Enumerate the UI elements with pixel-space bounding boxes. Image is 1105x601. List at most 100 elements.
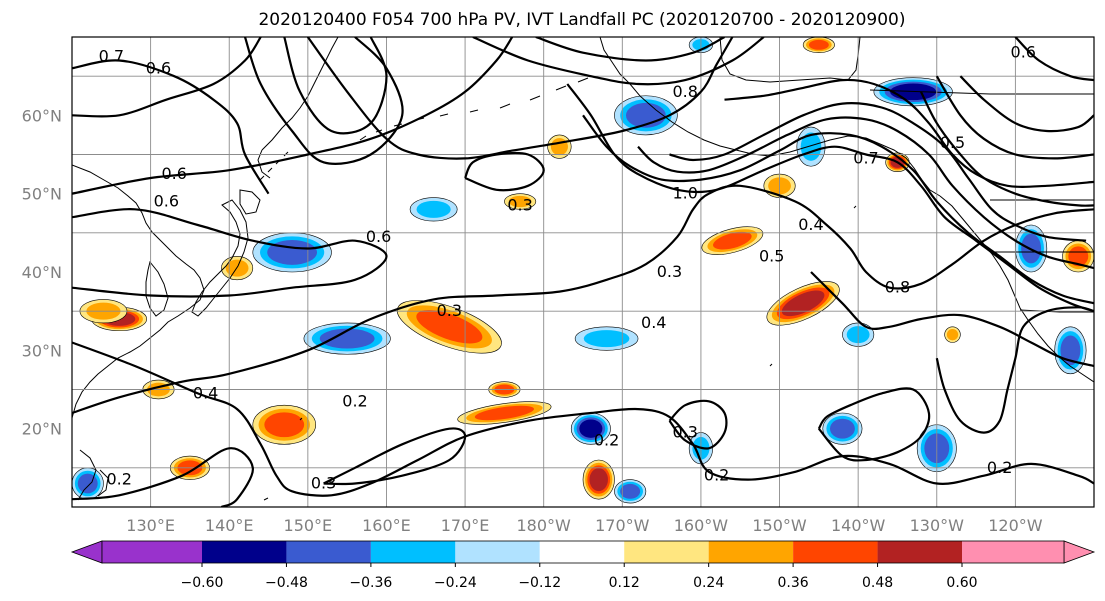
pv-shading-level bbox=[1068, 246, 1089, 267]
colorbar-tick-label: 0.48 bbox=[862, 575, 893, 591]
longitude-tick-label: 160°W bbox=[674, 516, 729, 535]
pv-contour-line bbox=[566, 83, 1094, 313]
colorbar-max-extend bbox=[1063, 540, 1096, 564]
pv-contour-line bbox=[323, 427, 467, 486]
positive-pv-anomaly bbox=[504, 193, 537, 210]
pv-shading-level bbox=[1060, 335, 1081, 366]
positive-pv-anomaly bbox=[582, 459, 615, 500]
contour-label: 0.6 bbox=[154, 192, 179, 211]
negative-pv-anomaly bbox=[72, 467, 104, 500]
contour-label: 0.8 bbox=[885, 278, 910, 297]
colorbar-tick-label: −0.48 bbox=[265, 575, 308, 591]
contour-label: 0.7 bbox=[853, 148, 878, 167]
colorbar-tick-label: −0.12 bbox=[518, 575, 561, 591]
pv-shading-level bbox=[579, 419, 603, 438]
contour-label: 0.6 bbox=[1011, 43, 1036, 62]
pv-contour-line bbox=[535, 37, 726, 62]
pv-contours bbox=[72, 37, 1094, 507]
colorbar-tick-label: −0.24 bbox=[434, 575, 477, 591]
pv-shading-level bbox=[267, 240, 318, 265]
pv-contour-line bbox=[72, 208, 388, 298]
colorbar-tick-label: 0.36 bbox=[778, 575, 809, 591]
colorbar-min-extend bbox=[70, 540, 103, 564]
us-border bbox=[990, 251, 1094, 313]
kuril-islands bbox=[259, 151, 289, 181]
longitude-tick-label: 150°E bbox=[284, 516, 333, 535]
longitude-tick-label: 160°E bbox=[362, 516, 411, 535]
longitude-labels: 130°E 140°E 150°E 160°E 170°E 180°W 170°W 160°W… bbox=[126, 516, 1042, 535]
colorbar-bin bbox=[793, 541, 878, 563]
pv-contour-line bbox=[817, 387, 931, 462]
positive-pv-anomaly bbox=[252, 404, 317, 445]
pv-shading-level bbox=[508, 195, 532, 208]
latitude-tick-label: 30°N bbox=[22, 341, 62, 360]
negative-pv-anomaly bbox=[303, 322, 391, 355]
pv-shading-level bbox=[583, 330, 630, 348]
contour-label: 0.5 bbox=[940, 133, 965, 152]
longitude-tick-label: 180°W bbox=[517, 516, 572, 535]
contour-label: 0.2 bbox=[106, 470, 131, 489]
pv-shading-level bbox=[319, 328, 375, 349]
latitude-tick-label: 40°N bbox=[22, 263, 62, 282]
pv-contour-line bbox=[72, 37, 514, 195]
negative-pv-anomaly bbox=[614, 479, 647, 504]
pv-contour-line bbox=[920, 91, 1094, 207]
longitude-tick-label: 130°W bbox=[910, 516, 965, 535]
philippines-coastline bbox=[77, 449, 109, 501]
negative-pv-anomaly bbox=[252, 232, 332, 273]
coastline-layer bbox=[72, 37, 1094, 501]
pv-contour-line bbox=[637, 116, 1094, 270]
map-title: 2020120400 F054 700 hPa PV, IVT Landfall… bbox=[258, 10, 905, 30]
positive-pv-anomaly bbox=[396, 300, 502, 354]
colorbar-tick-label: 0.60 bbox=[946, 575, 977, 591]
contour-label: 0.2 bbox=[987, 458, 1012, 477]
contour-label: 0.8 bbox=[672, 82, 697, 101]
contour-label: 0.2 bbox=[594, 430, 619, 449]
longitude-tick-label: 140°E bbox=[205, 516, 254, 535]
positive-pv-anomaly bbox=[701, 226, 764, 255]
pv-contour-line bbox=[724, 78, 1094, 188]
contour-label: 0.7 bbox=[99, 47, 124, 66]
map-frame bbox=[71, 36, 1095, 508]
positive-pv-anomaly bbox=[457, 401, 552, 425]
contour-label: 0.6 bbox=[366, 227, 391, 246]
colorbar-bin bbox=[455, 541, 540, 563]
hokkaido-coastline bbox=[239, 189, 261, 215]
pv-shading-level bbox=[416, 310, 483, 344]
contour-label: 0.3 bbox=[657, 262, 682, 281]
pv-contour-line bbox=[72, 59, 270, 195]
pv-contour-line bbox=[668, 399, 728, 450]
colorbar-outline bbox=[101, 540, 1065, 564]
pv-contour-line bbox=[935, 306, 1094, 434]
pv-contour-line bbox=[669, 102, 1087, 242]
pv-contour-line bbox=[935, 75, 1094, 160]
colorbar-bin bbox=[286, 541, 371, 563]
alaska-interior bbox=[719, 37, 861, 83]
longitude-tick-label: 170°E bbox=[441, 516, 490, 535]
pv-contour-line bbox=[243, 37, 404, 165]
pv-contour-line bbox=[1014, 37, 1094, 82]
colorbar-bin bbox=[624, 541, 709, 563]
north-america-coastline bbox=[939, 195, 1094, 383]
pv-shading-level bbox=[474, 405, 534, 421]
japan-coastline bbox=[191, 199, 249, 317]
colorbar-tick-label: 0.24 bbox=[693, 575, 724, 591]
pv-shading-level bbox=[808, 39, 829, 50]
longitude-tick-label: 120°W bbox=[988, 516, 1043, 535]
contour-label: 0.3 bbox=[672, 423, 697, 442]
colorbar-bin bbox=[202, 541, 287, 563]
contour-label: 0.2 bbox=[704, 466, 729, 485]
pv-contour-line bbox=[464, 151, 545, 192]
latitude-tick-label: 60°N bbox=[22, 106, 62, 125]
colorbar-bin bbox=[370, 541, 456, 563]
graticule bbox=[72, 37, 1094, 507]
contour-label: 0.4 bbox=[798, 215, 823, 234]
alaska-coastline bbox=[599, 37, 941, 197]
pv-shading-level bbox=[781, 290, 825, 317]
pv-contour-line bbox=[306, 37, 734, 160]
latitude-tick-label: 50°N bbox=[22, 185, 62, 204]
longitude-tick-label: 150°W bbox=[752, 516, 807, 535]
pv-contour-line bbox=[959, 75, 1094, 133]
pv-contour-line bbox=[582, 114, 1094, 305]
